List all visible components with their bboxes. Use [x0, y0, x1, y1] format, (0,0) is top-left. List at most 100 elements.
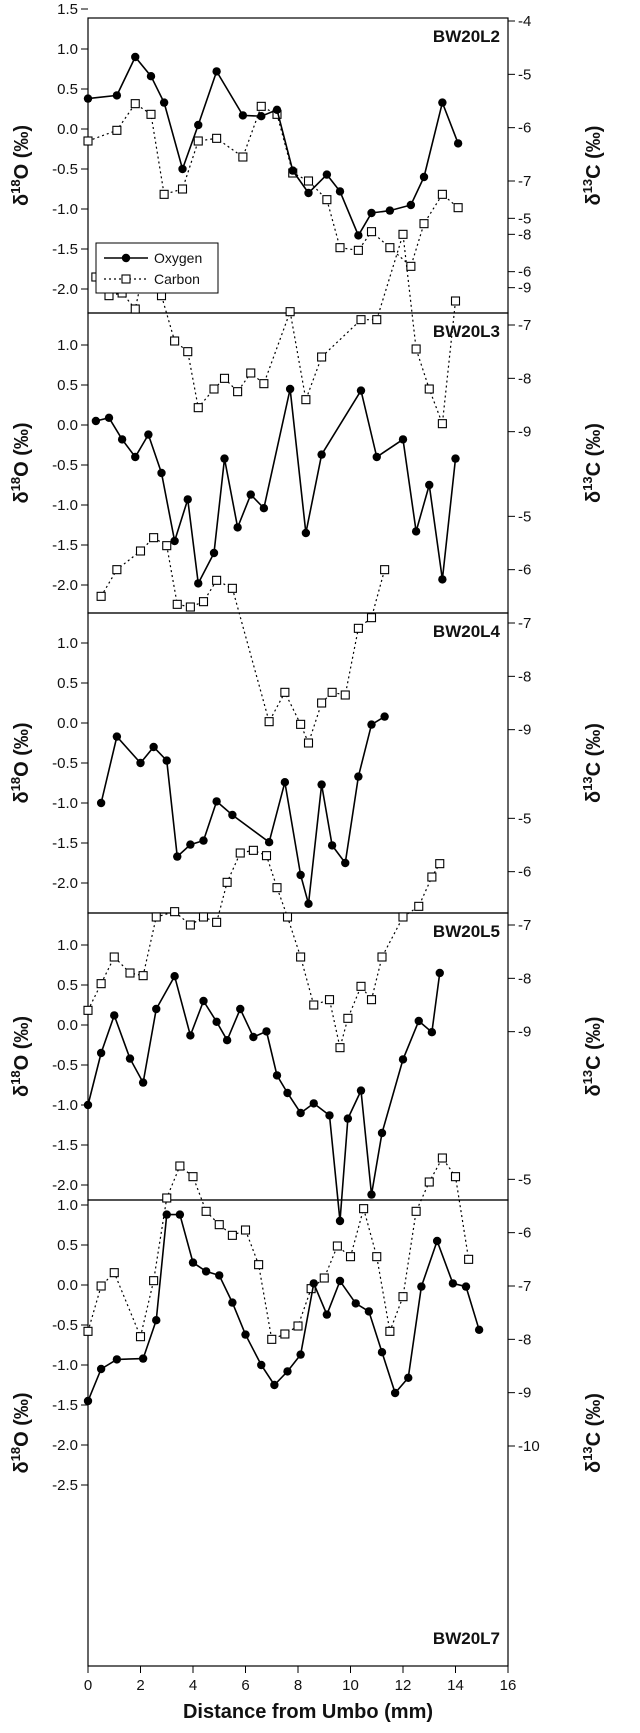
oxygen-point: [367, 720, 376, 729]
left-axis-title-symbol: δ: [11, 491, 33, 503]
right-axis-title-isotope: 13: [580, 1446, 595, 1460]
carbon-point: [309, 1000, 319, 1010]
oxygen-point: [112, 1355, 122, 1364]
carbon-point: [219, 373, 230, 383]
carbon-point: [414, 901, 424, 911]
carbon-point: [324, 995, 335, 1005]
carbon-point: [259, 379, 269, 389]
carbon-point: [246, 368, 256, 378]
carbon-point: [296, 719, 306, 729]
oxygen-point: [427, 1028, 437, 1037]
oxygen-point: [327, 841, 337, 850]
left-axis-title: δ18O (‰): [8, 1392, 33, 1473]
left-tick-label: 0.5: [57, 977, 78, 994]
oxygen-point: [325, 1111, 334, 1120]
left-axis-title-symbol: δ: [11, 194, 33, 206]
left-axis-title-unit: O (‰): [11, 422, 33, 476]
carbon-point: [135, 546, 146, 556]
oxygen-point: [96, 1048, 106, 1058]
right-axis-title-symbol: δ: [583, 791, 605, 803]
carbon-point: [198, 912, 209, 922]
right-tick-label: -6: [518, 120, 531, 137]
right-axis-title: δ13C (‰): [580, 1017, 605, 1097]
carbon-point: [198, 597, 209, 607]
right-tick-label: -9: [518, 1024, 531, 1041]
oxygen-point: [138, 1078, 148, 1087]
oxygen-point: [144, 430, 153, 439]
carbon-point: [335, 1043, 345, 1053]
oxygen-point: [335, 187, 345, 196]
left-tick-label: 0.5: [57, 1237, 78, 1254]
left-axis-title-symbol: δ: [11, 1461, 33, 1473]
carbon-point: [264, 717, 274, 727]
oxygen-point: [354, 772, 363, 781]
oxygen-point: [283, 1088, 292, 1098]
left-tick-label: -2.0: [52, 577, 78, 594]
oxygen-point: [173, 852, 182, 861]
right-tick-label: -6: [518, 264, 531, 281]
oxygen-point: [117, 435, 127, 444]
carbon-point: [464, 1254, 474, 1264]
left-tick-label: -0.5: [52, 1057, 78, 1074]
carbon-point: [385, 1326, 395, 1336]
oxygen-point: [335, 1216, 345, 1226]
carbon-point: [214, 1220, 224, 1230]
oxygen-point: [199, 836, 208, 845]
oxygen-point: [83, 94, 93, 103]
oxygen-point: [112, 91, 122, 100]
carbon-point: [424, 384, 434, 394]
oxygen-series-line: [87, 972, 441, 1222]
oxygen-point: [262, 1027, 271, 1036]
carbon-point: [109, 952, 119, 962]
left-axis-title-unit: O (‰): [11, 1392, 33, 1446]
oxygen-point: [301, 528, 311, 538]
carbon-point: [188, 1172, 198, 1182]
carbon-point: [209, 384, 219, 394]
carbon-point: [149, 533, 159, 543]
carbon-point: [96, 591, 106, 601]
x-tick-label: 8: [294, 1677, 302, 1694]
carbon-point: [96, 1281, 106, 1291]
left-tick-label: 0.5: [57, 81, 78, 98]
left-tick-label: 1.0: [57, 41, 78, 58]
carbon-point: [130, 99, 140, 109]
oxygen-point: [131, 52, 140, 62]
oxygen-point: [257, 1360, 266, 1370]
right-axis-title: δ13C (‰): [580, 723, 605, 803]
right-axis-title-unit: C (‰): [583, 723, 605, 776]
legend-oxygen-label: Oxygen: [154, 250, 202, 266]
oxygen-point: [448, 1279, 458, 1288]
left-axis-title-isotope: 18: [8, 477, 23, 491]
x-tick-label: 0: [84, 1677, 92, 1694]
x-tick-label: 14: [447, 1677, 464, 1694]
left-tick-label: 1.0: [57, 1197, 78, 1214]
carbon-series-line: [87, 1156, 470, 1341]
oxygen-point: [220, 454, 229, 463]
oxygen-point: [188, 1258, 198, 1267]
carbon-point: [353, 623, 363, 633]
carbon-point: [83, 1326, 93, 1336]
carbon-point: [227, 1230, 237, 1240]
oxygen-point: [435, 968, 444, 978]
left-tick-label: -2.0: [52, 281, 78, 298]
oxygen-point: [272, 105, 282, 115]
left-tick-label: -1.5: [52, 835, 78, 852]
oxygen-point: [398, 1055, 408, 1064]
left-tick-label: -1.5: [52, 537, 78, 554]
oxygen-point: [162, 756, 171, 765]
oxygen-point: [178, 164, 187, 174]
left-axis-title: δ18O (‰): [8, 125, 33, 206]
left-tick-label: -1.0: [52, 1357, 78, 1374]
oxygen-point: [199, 996, 208, 1006]
carbon-point: [285, 307, 295, 317]
oxygen-point: [96, 1364, 106, 1374]
left-tick-label: -1.0: [52, 1097, 78, 1114]
carbon-point: [248, 845, 258, 855]
right-tick-label: -9: [518, 280, 531, 297]
carbon-point: [222, 877, 232, 887]
oxygen-point: [270, 1380, 279, 1390]
oxygen-point: [285, 384, 295, 394]
x-tick-label: 6: [241, 1677, 249, 1694]
carbon-point: [366, 995, 377, 1005]
left-tick-label: -0.5: [52, 1317, 78, 1334]
